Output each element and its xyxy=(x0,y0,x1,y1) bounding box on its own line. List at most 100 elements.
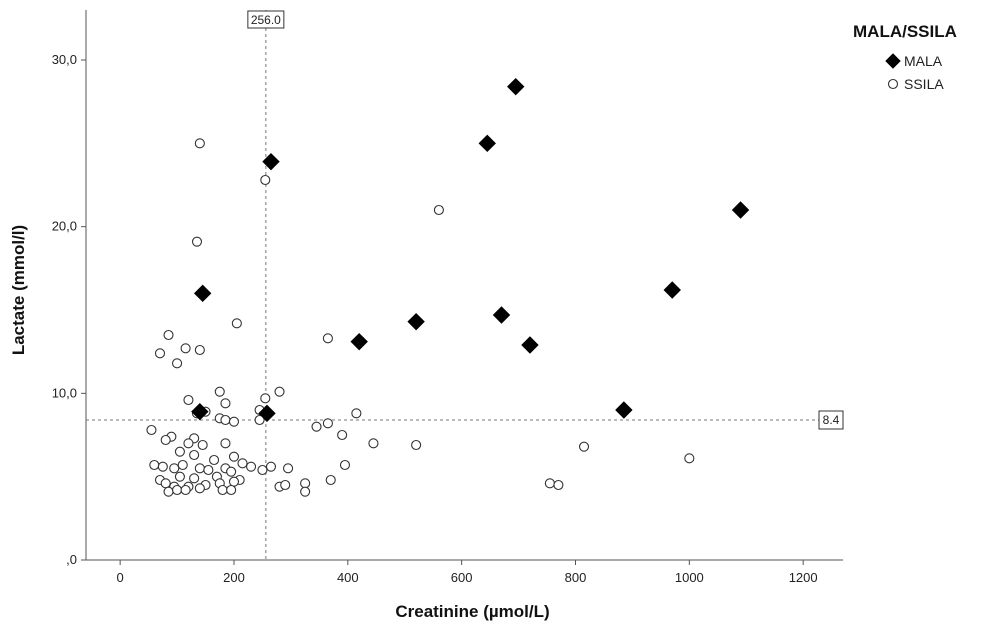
data-point-ssila xyxy=(172,358,183,369)
data-point-mala xyxy=(492,306,511,324)
data-point-ssila xyxy=(283,463,294,474)
data-point-ssila xyxy=(237,458,248,469)
data-point-ssila xyxy=(203,464,214,476)
data-point-mala xyxy=(262,152,280,171)
data-point-ssila xyxy=(337,429,348,441)
data-point-ssila xyxy=(228,451,240,462)
y-tick-label: 30,0 xyxy=(52,52,77,67)
legend-label-mala: MALA xyxy=(904,53,943,69)
data-point-ssila xyxy=(257,464,268,476)
x-tick-label: 400 xyxy=(337,570,359,585)
x-tick-label: 1200 xyxy=(789,570,818,585)
axes xyxy=(81,10,843,565)
legend-marker-ssila xyxy=(887,78,899,90)
data-point-ssila xyxy=(183,394,194,406)
x-tick-label: 200 xyxy=(223,570,245,585)
data-point-ssila xyxy=(180,343,191,354)
data-point-ssila xyxy=(194,344,205,356)
data-point-ssila xyxy=(311,421,322,432)
data-point-ssila xyxy=(260,174,271,186)
data-point-mala xyxy=(521,336,539,354)
legend-marker-mala xyxy=(885,53,901,69)
y-axis-title: Lactate (mmol/l) xyxy=(9,225,28,355)
data-point-ssila xyxy=(322,333,333,344)
data-point-ssila xyxy=(433,204,444,216)
data-point-ssila xyxy=(149,459,160,471)
data-point-ssila xyxy=(177,459,188,471)
data-point-mala xyxy=(350,332,368,351)
data-point-mala xyxy=(731,201,750,219)
data-point-mala xyxy=(191,402,209,421)
y-tick-label: 20,0 xyxy=(52,219,77,234)
data-point-ssila xyxy=(191,236,203,247)
data-point-ssila xyxy=(322,418,333,429)
data-point-ssila xyxy=(544,478,555,489)
data-point-ssila xyxy=(209,454,220,466)
data-point-ssila xyxy=(325,474,336,486)
data-point-ssila xyxy=(220,398,231,409)
data-points xyxy=(146,77,750,497)
data-point-ssila xyxy=(339,459,351,471)
data-point-mala xyxy=(407,312,425,331)
data-point-ssila xyxy=(169,463,180,474)
data-point-ssila xyxy=(194,463,205,474)
data-point-ssila xyxy=(246,461,257,472)
legend-title: MALA/SSILA xyxy=(853,22,957,41)
data-point-ssila xyxy=(180,484,191,496)
data-point-ssila xyxy=(197,439,208,451)
data-point-ssila xyxy=(157,461,168,472)
x-axis-title: Creatinine (µmol/L) xyxy=(395,602,549,621)
data-point-ssila xyxy=(265,461,277,472)
data-point-ssila xyxy=(174,446,185,457)
data-point-ssila xyxy=(194,483,205,494)
axis-labels: 0 200 400 600 800 1000 1200 ,0 10,0 20,0 30,0 Creat… xyxy=(9,52,818,621)
data-point-ssila xyxy=(163,486,174,497)
x-tick-label: 1000 xyxy=(675,570,704,585)
reference-label-box-x xyxy=(247,10,285,29)
data-point-mala xyxy=(507,77,525,96)
data-point-mala xyxy=(258,404,276,423)
data-point-ssila xyxy=(226,466,237,477)
data-point-ssila xyxy=(274,386,285,397)
data-point-ssila xyxy=(160,478,171,489)
reference-label-y: 8.4 xyxy=(823,413,840,427)
data-point-ssila xyxy=(578,441,590,452)
data-point-ssila xyxy=(183,438,194,449)
data-point-mala xyxy=(663,281,681,299)
data-point-ssila xyxy=(189,449,200,461)
data-point-ssila xyxy=(220,414,231,426)
x-tick-label: 800 xyxy=(565,570,587,585)
legend: MALA/SSILA MALA SSILA xyxy=(853,22,957,92)
data-point-ssila xyxy=(231,318,242,329)
reference-label-box-y xyxy=(818,410,844,430)
data-point-ssila xyxy=(684,453,695,464)
data-point-ssila xyxy=(217,484,228,496)
data-point-ssila xyxy=(146,424,157,436)
data-point-mala xyxy=(615,401,633,419)
data-point-ssila xyxy=(160,434,171,446)
data-point-mala xyxy=(193,284,212,303)
data-point-ssila xyxy=(411,439,422,451)
data-point-ssila xyxy=(351,408,362,419)
data-point-ssila xyxy=(228,416,240,427)
data-point-ssila xyxy=(300,486,311,497)
data-point-ssila xyxy=(228,476,240,487)
data-point-ssila xyxy=(163,329,174,341)
reference-label-x: 256.0 xyxy=(251,13,281,27)
data-point-ssila xyxy=(172,484,183,496)
data-point-mala xyxy=(478,134,496,153)
data-point-ssila xyxy=(189,473,200,484)
data-point-ssila xyxy=(254,414,265,426)
data-point-ssila xyxy=(174,471,185,482)
y-tick-label: 10,0 xyxy=(52,385,77,400)
data-point-ssila xyxy=(194,138,205,149)
data-point-ssila xyxy=(154,348,166,359)
x-tick-label: 600 xyxy=(451,570,473,585)
data-point-ssila xyxy=(368,438,379,449)
data-point-ssila xyxy=(553,479,564,491)
data-point-ssila xyxy=(220,438,231,449)
data-point-ssila xyxy=(214,386,225,397)
data-point-ssila xyxy=(300,478,311,489)
data-point-ssila xyxy=(280,479,291,491)
